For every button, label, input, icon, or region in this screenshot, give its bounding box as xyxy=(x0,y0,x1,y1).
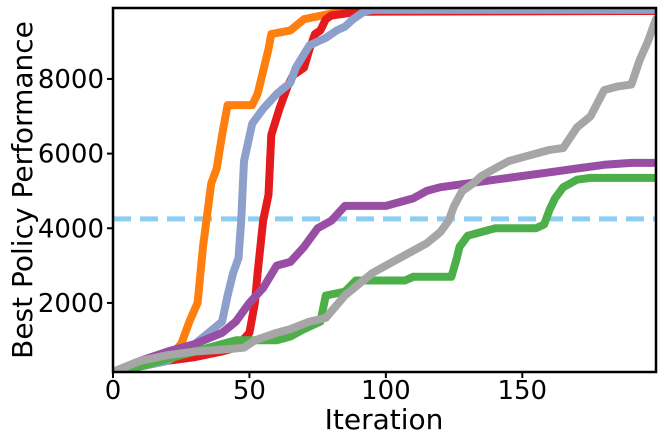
y-tick-label: 6000 xyxy=(38,140,104,170)
series-line-green xyxy=(113,173,656,372)
series-line-orange xyxy=(113,8,656,372)
y-tick-label: 4000 xyxy=(38,214,104,244)
x-axis-label: Iteration xyxy=(325,403,444,436)
series-line-purple xyxy=(113,158,656,372)
series-line-steel-blue xyxy=(113,8,656,372)
y-axis-label: Best Policy Performance xyxy=(6,21,39,359)
series-layer xyxy=(113,8,656,372)
plot-frame xyxy=(111,6,658,374)
x-tick-label: 0 xyxy=(105,376,122,406)
y-tick-label: 8000 xyxy=(38,65,104,95)
x-tick-label: 150 xyxy=(497,376,547,406)
y-tick-label: 2000 xyxy=(38,289,104,319)
x-axis: 0 50 100 150 xyxy=(105,372,547,406)
y-axis: 2000 4000 6000 8000 xyxy=(38,65,113,319)
x-tick-label: 100 xyxy=(361,376,411,406)
series-line-gray xyxy=(113,15,656,372)
x-tick-label: 50 xyxy=(233,376,266,406)
